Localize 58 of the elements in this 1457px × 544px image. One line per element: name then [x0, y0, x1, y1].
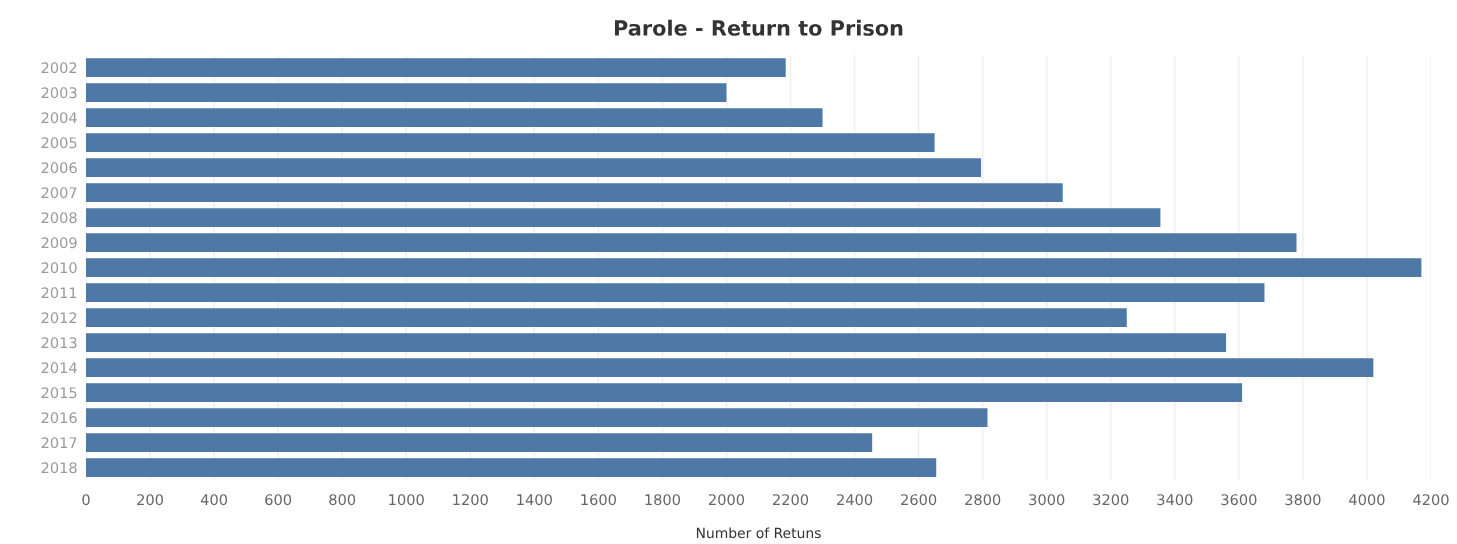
- x-tick-label: 3400: [1157, 494, 1193, 506]
- bar: [86, 158, 982, 177]
- x-tick-label: 2200: [773, 494, 809, 506]
- x-tick-label: 4000: [1349, 494, 1385, 506]
- y-tick-label: 2016: [41, 412, 77, 424]
- bar: [86, 308, 1127, 327]
- x-tick-label: 1400: [517, 494, 552, 506]
- bar: [86, 58, 786, 77]
- x-tick-label: 800: [329, 494, 356, 506]
- bar: [86, 108, 823, 127]
- x-tick-label: 3800: [1285, 494, 1321, 506]
- bar: [86, 133, 935, 152]
- y-tick-label: 2009: [41, 237, 77, 249]
- x-tick-label: 1200: [453, 494, 488, 506]
- bar: [86, 83, 727, 102]
- y-tick-label: 2012: [41, 312, 77, 324]
- x-tick-label: 3200: [1093, 494, 1129, 506]
- x-tick-label: 1800: [645, 494, 681, 506]
- x-axis-title: Number of Retuns: [696, 527, 821, 539]
- x-tick-label: 0: [82, 494, 90, 506]
- y-tick-label: 2014: [41, 362, 77, 374]
- bar: [86, 183, 1063, 202]
- y-tick-label: 2002: [41, 62, 77, 74]
- y-tick-label: 2003: [41, 87, 77, 99]
- x-tick-label: 1000: [389, 494, 424, 506]
- y-tick-label: 2013: [41, 337, 77, 349]
- chart-title: Parole - Return to Prison: [614, 19, 903, 36]
- bar: [86, 233, 1297, 252]
- y-tick-label: 2005: [41, 137, 77, 149]
- y-tick-label: 2018: [41, 462, 77, 474]
- x-tick-label: 2400: [837, 494, 873, 506]
- bar: [86, 283, 1265, 302]
- x-tick-label: 4200: [1413, 494, 1449, 506]
- bar: [86, 208, 1161, 227]
- bar: [86, 383, 1243, 402]
- bar: [86, 333, 1227, 352]
- y-tick-label: 2007: [41, 187, 77, 199]
- x-tick-label: 2000: [708, 494, 745, 506]
- y-tick-label: 2008: [41, 212, 77, 224]
- bar: [86, 458, 937, 477]
- y-tick-label: 2010: [41, 262, 77, 274]
- x-tick-label: 3600: [1221, 494, 1257, 506]
- y-tick-label: 2006: [41, 162, 77, 174]
- x-tick-label: 200: [137, 494, 163, 506]
- bar: [86, 408, 988, 427]
- x-tick-label: 600: [265, 494, 292, 506]
- x-tick-label: 400: [200, 494, 228, 506]
- y-tick-label: 2004: [41, 112, 77, 124]
- x-tick-label: 2600: [901, 494, 937, 506]
- y-tick-label: 2011: [41, 287, 77, 299]
- bar: [86, 433, 873, 452]
- y-tick-label: 2015: [41, 387, 77, 399]
- x-tick-label: 1600: [581, 494, 616, 506]
- x-tick-label: 2800: [965, 494, 1001, 506]
- bar: [86, 358, 1374, 377]
- y-tick-label: 2017: [41, 437, 77, 449]
- bar: [86, 258, 1422, 277]
- x-tick-label: 3000: [1029, 494, 1065, 506]
